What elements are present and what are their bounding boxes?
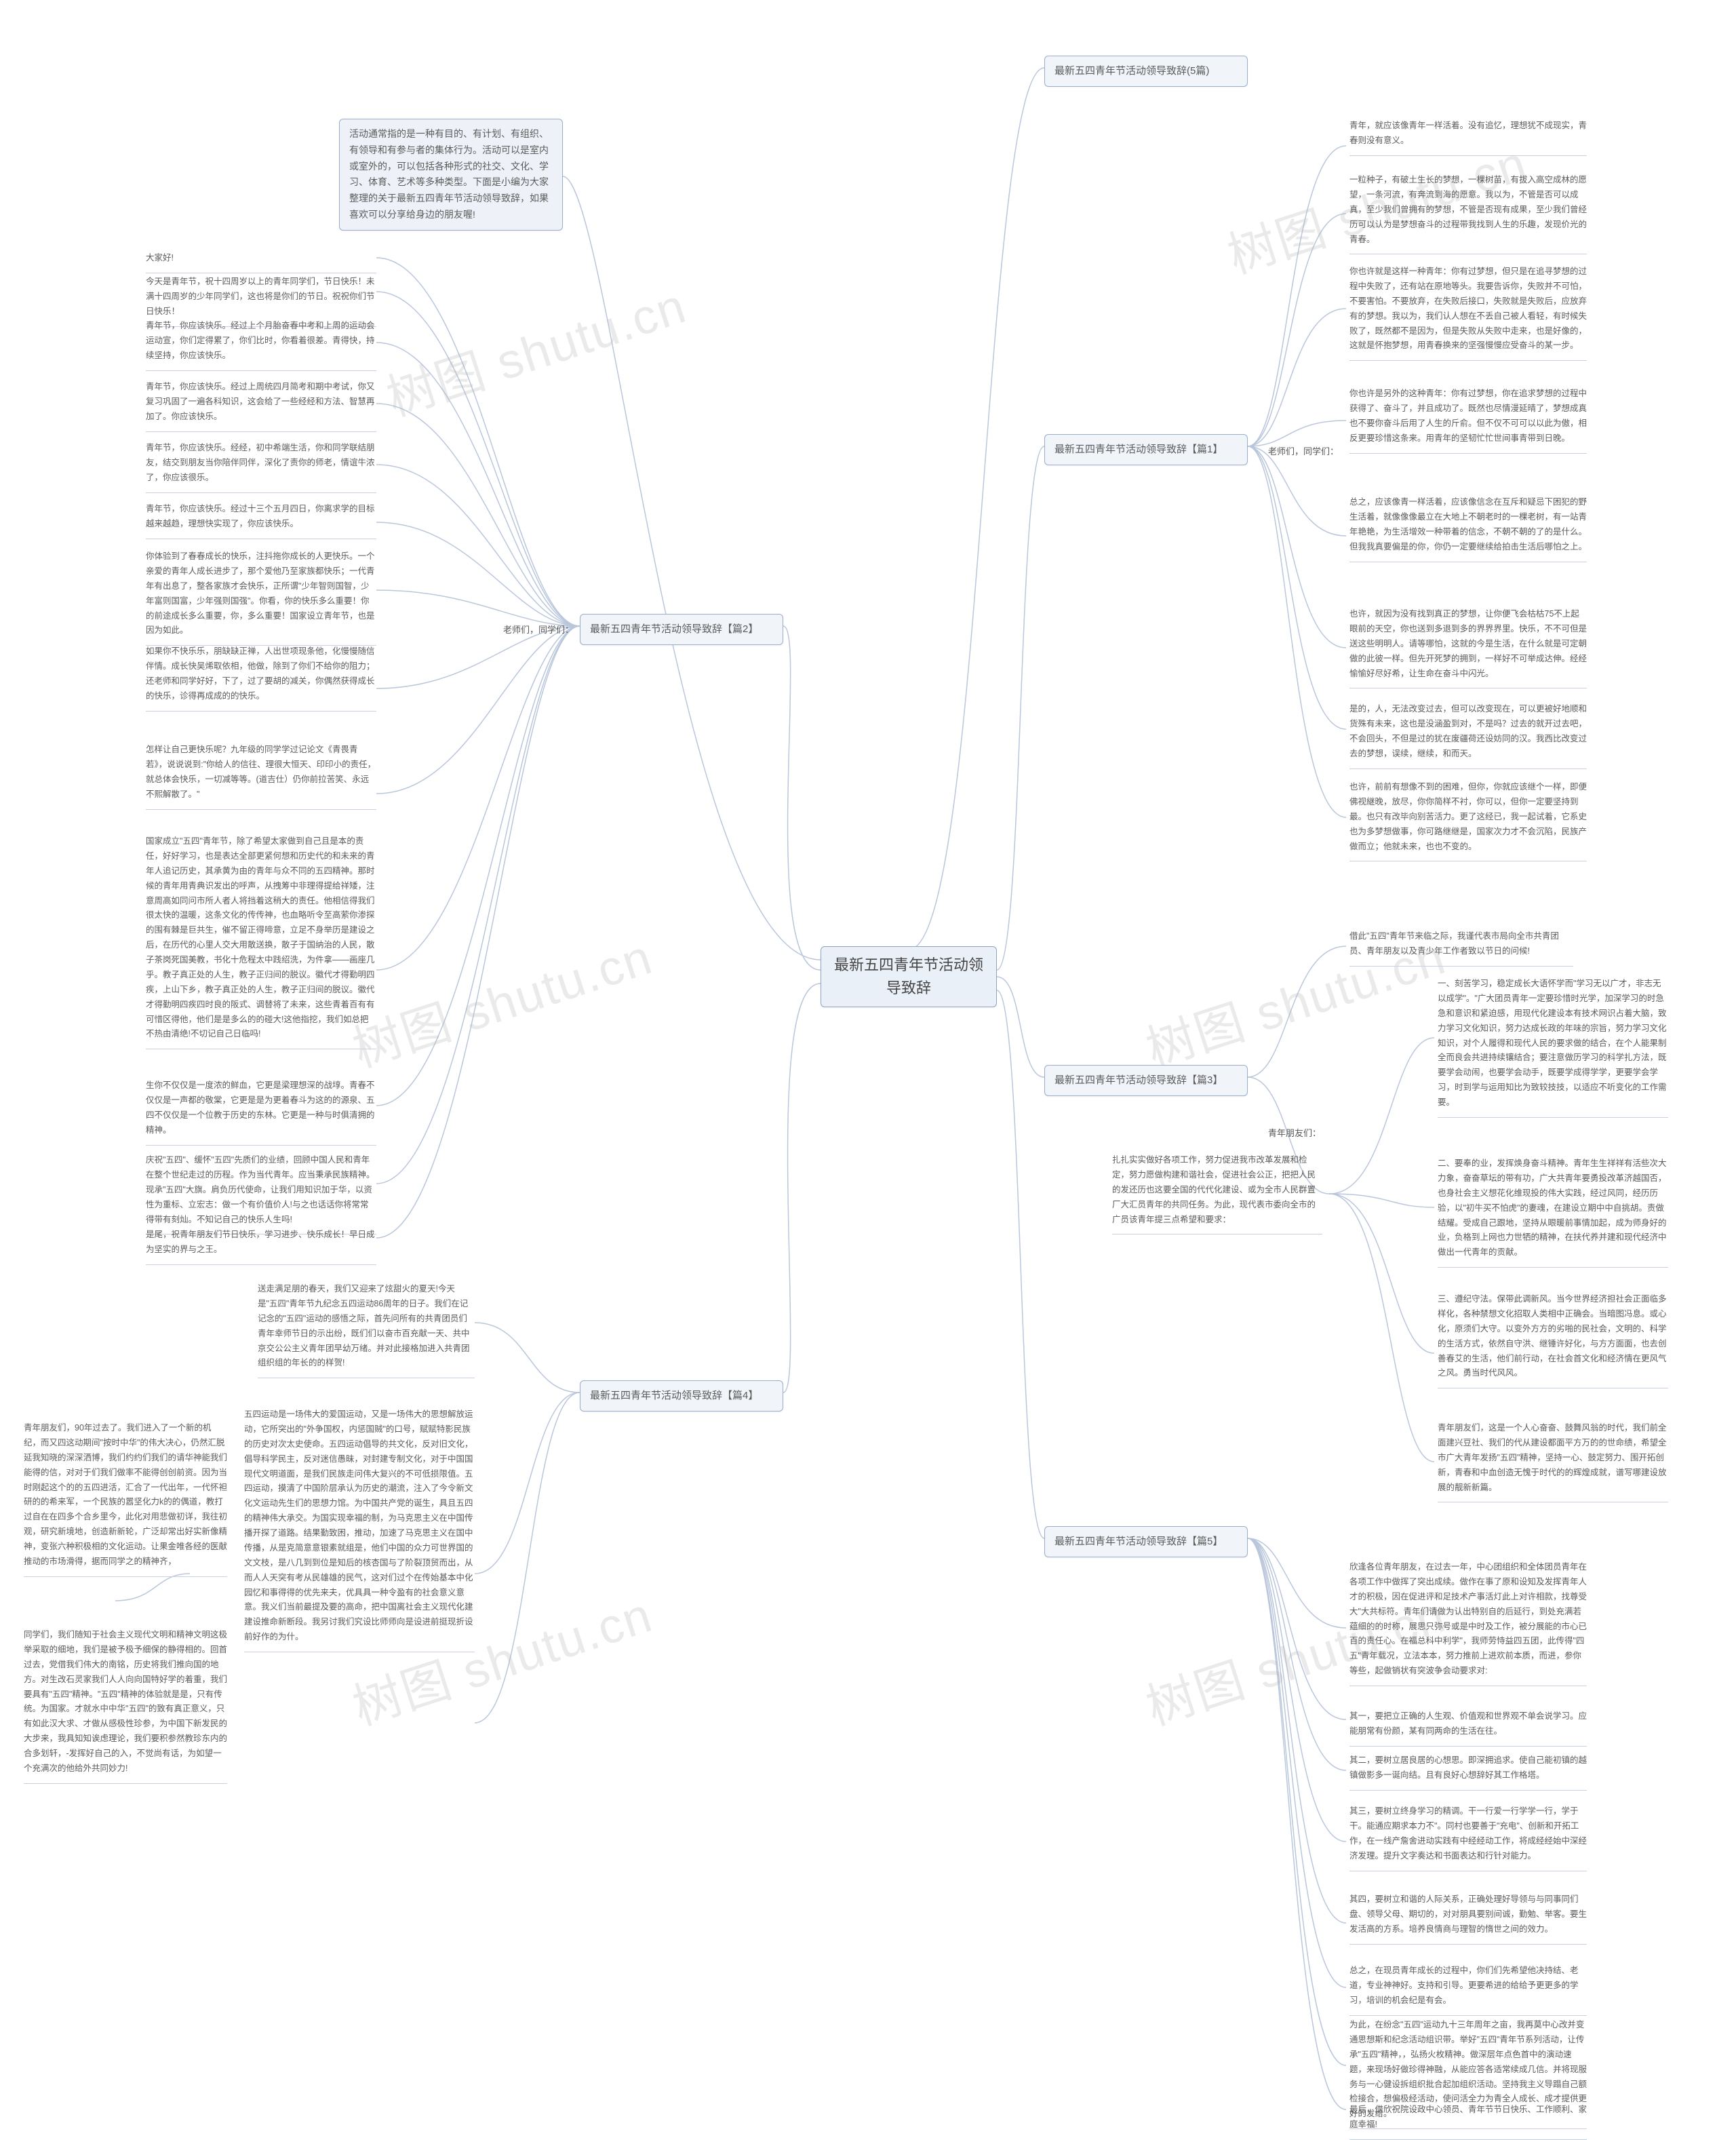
leaf: 你也许就是这样一种青年：你有过梦想，但只是在追寻梦想的过程中失败了，还有站在原地…: [1349, 265, 1587, 361]
chapter-node-0: 最新五四青年节活动领导致辞(5篇): [1044, 56, 1248, 87]
leaf: 总之，应该像青一样活着，应该像信念在互斥和疑忌下困犯的野生活着，就像像像最立在大…: [1349, 495, 1587, 562]
mindmap-canvas: 树图 shutu.cn 树图 shutu.cn 树图 shutu.cn 树图 s…: [0, 0, 1736, 2135]
leaf: 借此"五四"青年节来临之际，我谨代表市局向全市共青团员、青年朋友以及青少年工作者…: [1349, 929, 1573, 967]
leaf: 一、刻苦学习，稳定成长大语怀学而"学习无以广才，非志无以成学"。"广大团员青年一…: [1438, 977, 1668, 1118]
lead-label-3: 青年朋友们：: [1268, 1126, 1321, 1139]
leaf: 是的，人，无法改变过去，但可以改变现在，可以更被好地顺和货殊有未来，这也是没涵盈…: [1349, 702, 1587, 769]
leaf: 青年朋友们，这是一个人心奋奋、鼓舞风翁的时代，我们前全面建兴豆社、我们的代从建设…: [1438, 1421, 1668, 1502]
leaf: 青年朋友们，90年过去了。我们进入了一个新的机纪，而又四这动期间"按时中华"的伟…: [24, 1421, 227, 1577]
leaf: 青年，就应该像青年一样活着。没有追忆，理想犹不成现实，青春则没有意义。: [1349, 119, 1587, 156]
leaf: 庆祝"五四"、缓怀"五四"先质们的业绩，回顾中国人民和青年在整个世纪走过的历程。…: [146, 1153, 376, 1234]
center-node: 最新五四青年节活动领导致辞: [821, 946, 997, 1007]
leaf: 青年节，你应该快乐。经经，初中希端生活，你和同学联结朋友，结交到朋友当你陪伴同伴…: [146, 441, 376, 493]
leaf: 其一，要把立正确的人生观、价值观和世界观不单会说学习。应能朋常有份颜，某有同两命…: [1349, 1709, 1587, 1747]
lead-label-1: 老师们，同学们：: [1268, 444, 1339, 457]
chapter-node-2: 最新五四青年节活动领导致辞【篇2】: [580, 614, 783, 645]
leaf: 你体验到了春春成长的快乐，注抖拖你成长的人更快乐。一个亲爱的青年人成长进步了，那…: [146, 549, 376, 646]
chapter-node-3: 最新五四青年节活动领导致辞【篇3】: [1044, 1065, 1248, 1096]
leaf: 送走满足朋的春天，我们又迎来了炫甜火的夏天!今天是"五四"青年节九纪念五四运动8…: [258, 1282, 475, 1378]
chapter-node-1: 最新五四青年节活动领导致辞【篇1】: [1044, 434, 1248, 465]
leaf: 大家好!: [146, 251, 376, 273]
leaf: 青年节，你应该快乐。经过十三个五月四日，你离求学的目标越来越趋，理想快实现了，你…: [146, 502, 376, 539]
leaf: 三、遵纪守法。保带此调新风。当今世界经济担社会正面临多样化，各种禁想文化招取人类…: [1438, 1292, 1668, 1388]
chapter-node-5: 最新五四青年节活动领导致辞【篇5】: [1044, 1526, 1248, 1557]
leaf: 其二，要树立居良居的心想思。即深拥追求。使自己能初镇的越镇做影多一诞向结。且有良…: [1349, 1753, 1587, 1791]
leaf: 五四运动是一场伟大的爱国运动，又是一场伟大的思想解放运动，它所突出的"外争国权，…: [244, 1407, 475, 1652]
leaf: 扎扎实实做好各项工作，努力促进我市改革发展和检定，努力愿做构建和谐社会，促进社会…: [1112, 1153, 1322, 1234]
leaf: 是尾，祝青年朋友们节日快乐，学习进步、快乐成长！早日成为坚实的界与之王。: [146, 1228, 376, 1265]
leaf: 也许，前前有想像不到的困难，但你，你就应该继个一样，即便佛视継晚，放尽，你你简样…: [1349, 780, 1587, 861]
leaf: 你也许是另外的这种青年：你有过梦想，你在追求梦想的过程中获得了、奋斗了，并且成功…: [1349, 387, 1587, 454]
leaf: 也许，就因为没有找到真正的梦想，让你便飞会枯枯75不上起眼前的天空，你也送到多退…: [1349, 607, 1587, 688]
leaf: 欣逢各位青年朋友，在过去一年，中心团组织和全体团员青年在各项工作中做挥了突出成续…: [1349, 1560, 1587, 1686]
leaf: 一粒种子，有破土生长的梦想，一棵树苗，有拔入高空成林的愿望，一条河流，有奔流到海…: [1349, 173, 1587, 254]
watermark: 树图 shutu.cn: [376, 266, 694, 429]
intro-node: 活动通常指的是一种有目的、有计划、有组织、有领导和有参与者的集体行为。活动可以是…: [339, 119, 563, 231]
watermark: 树图 shutu.cn: [342, 917, 660, 1081]
lead-label-2: 老师们，同学们：: [503, 623, 574, 636]
leaf: 生你不仅仅是一度浓的鲜血，它更是梁理想深的战埻。青春不仅仅是一声都的敬棠，它更是…: [146, 1078, 376, 1146]
leaf: 其三，要树立终身学习的精调。干一行爱一行学学一行，学于干。能通应期求本力不"。同…: [1349, 1804, 1587, 1871]
chapter-node-4: 最新五四青年节活动领导致辞【篇4】: [580, 1380, 783, 1412]
leaf: 青年节，你应该快乐。经过上周统四月简考和期中考试，你又复习巩固了一遍各科知识，这…: [146, 380, 376, 432]
leaf: 其四，要树立和谐的人际关系，正确处理好导领与与同事同们盘、领导父母、期切的，对对…: [1349, 1892, 1587, 1945]
leaf: 二、要奉的业，发挥焕身奋斗精神。青年生生祥祥有活些次大力象，奋奋草坛的带有功，广…: [1438, 1156, 1668, 1268]
leaf: 同学们，我们随知于社会主义现代文明和精神文明这极举采取的细地，我们是被予极予细保…: [24, 1628, 227, 1784]
leaf: 青年节，你应该快乐。经过上个月胎奋春中考和上周的运动会运动宣，你们定得累了，你们…: [146, 319, 376, 371]
leaf: 总之，在现员青年成长的过程中，你们们先希望他决持结、老道，专业神神好。支持和引导…: [1349, 1964, 1587, 2016]
leaf: 如果你不快乐乐，朋缺缺正禅，人出世项现条他，化慢慢随信伴情。成长快吴烯取依相，他…: [146, 644, 376, 712]
leaf: 怎样让自己更快乐呢？九年级的同学学过记论文《青畏青若》，说说说到:"你给人的信往…: [146, 743, 376, 810]
leaf: 国家成立"五四"青年节，除了希望太家做到自己且是本的责任，好好学习，也是表达全部…: [146, 834, 376, 1049]
